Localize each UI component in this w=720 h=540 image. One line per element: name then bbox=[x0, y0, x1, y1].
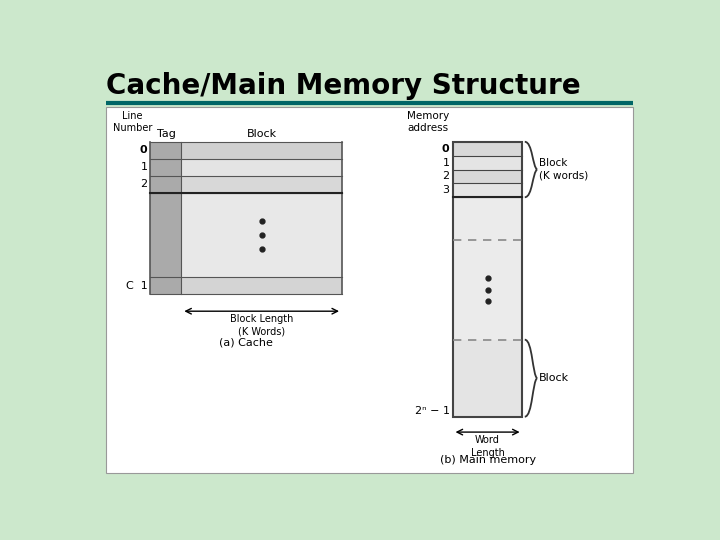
Text: Block: Block bbox=[539, 373, 569, 383]
Bar bbox=[453, 197, 523, 340]
Text: (b) Main memory: (b) Main memory bbox=[439, 455, 536, 465]
Text: 2: 2 bbox=[140, 179, 148, 189]
Text: Block Length
(K Words): Block Length (K Words) bbox=[230, 314, 293, 336]
Text: 2ⁿ − 1: 2ⁿ − 1 bbox=[415, 406, 449, 416]
Bar bbox=[453, 142, 523, 417]
Bar bbox=[453, 184, 523, 197]
Bar bbox=[150, 278, 181, 294]
Text: (a) Cache: (a) Cache bbox=[219, 338, 273, 347]
Bar bbox=[181, 193, 342, 278]
Bar bbox=[181, 159, 342, 176]
Bar bbox=[453, 142, 523, 156]
Text: Block
(K words): Block (K words) bbox=[539, 158, 588, 181]
Bar bbox=[150, 142, 181, 193]
Text: Line
Number: Line Number bbox=[113, 111, 153, 132]
Text: Word
Length: Word Length bbox=[471, 435, 505, 457]
Bar bbox=[150, 193, 181, 278]
Bar bbox=[453, 156, 523, 170]
Text: Memory
address: Memory address bbox=[407, 111, 449, 132]
Text: C  1: C 1 bbox=[125, 281, 148, 291]
Bar bbox=[453, 340, 523, 417]
Text: 0: 0 bbox=[140, 145, 148, 156]
Text: 3: 3 bbox=[443, 185, 449, 195]
Bar bbox=[181, 278, 342, 294]
Bar bbox=[106, 107, 632, 473]
Text: 2: 2 bbox=[443, 172, 449, 181]
Text: Cache/Main Memory Structure: Cache/Main Memory Structure bbox=[106, 72, 580, 100]
Text: 1: 1 bbox=[140, 162, 148, 172]
Bar bbox=[181, 142, 342, 159]
Text: 0: 0 bbox=[442, 144, 449, 154]
Text: Tag: Tag bbox=[156, 129, 176, 139]
Text: Block: Block bbox=[246, 129, 276, 139]
Text: 1: 1 bbox=[443, 158, 449, 167]
Bar bbox=[453, 170, 523, 184]
Bar bbox=[181, 176, 342, 193]
